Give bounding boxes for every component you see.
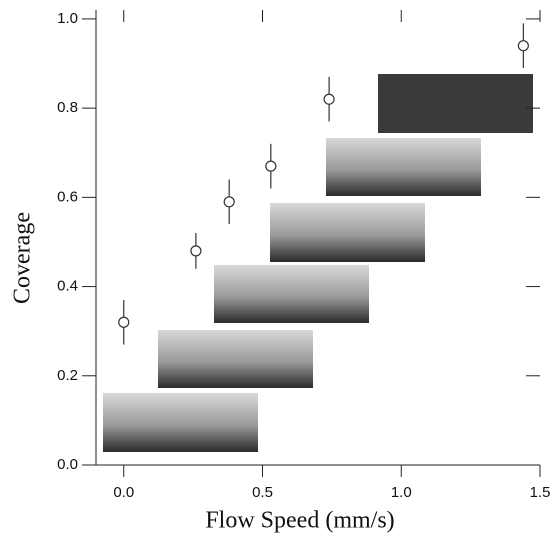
photo: [214, 265, 369, 323]
point: [323, 93, 335, 105]
point: [118, 316, 130, 328]
y-tick-label: 1.0: [57, 10, 78, 27]
photo: [326, 138, 481, 196]
y-tick-label: 0.2: [57, 367, 78, 384]
y-axis-title: Coverage: [10, 212, 36, 304]
point: [265, 160, 277, 172]
point: [517, 40, 529, 52]
point: [190, 245, 202, 257]
x-tick-label: 1.0: [391, 484, 412, 501]
photo: [378, 74, 533, 133]
x-axis-title: Flow Speed (mm/s): [205, 508, 394, 534]
x-tick-label: 0.0: [113, 484, 134, 501]
x-tick-label: 0.5: [252, 484, 273, 501]
photo: [158, 330, 313, 388]
point: [223, 196, 235, 208]
y-tick-label: 0.6: [57, 188, 78, 205]
photo: [270, 203, 425, 262]
x-tick-label: 1.5: [530, 484, 551, 501]
y-tick-label: 0.4: [57, 278, 78, 295]
y-tick-label: 0.8: [57, 99, 78, 116]
photo: [103, 393, 258, 452]
y-tick-label: 0.0: [57, 456, 78, 473]
photos: [103, 74, 533, 452]
